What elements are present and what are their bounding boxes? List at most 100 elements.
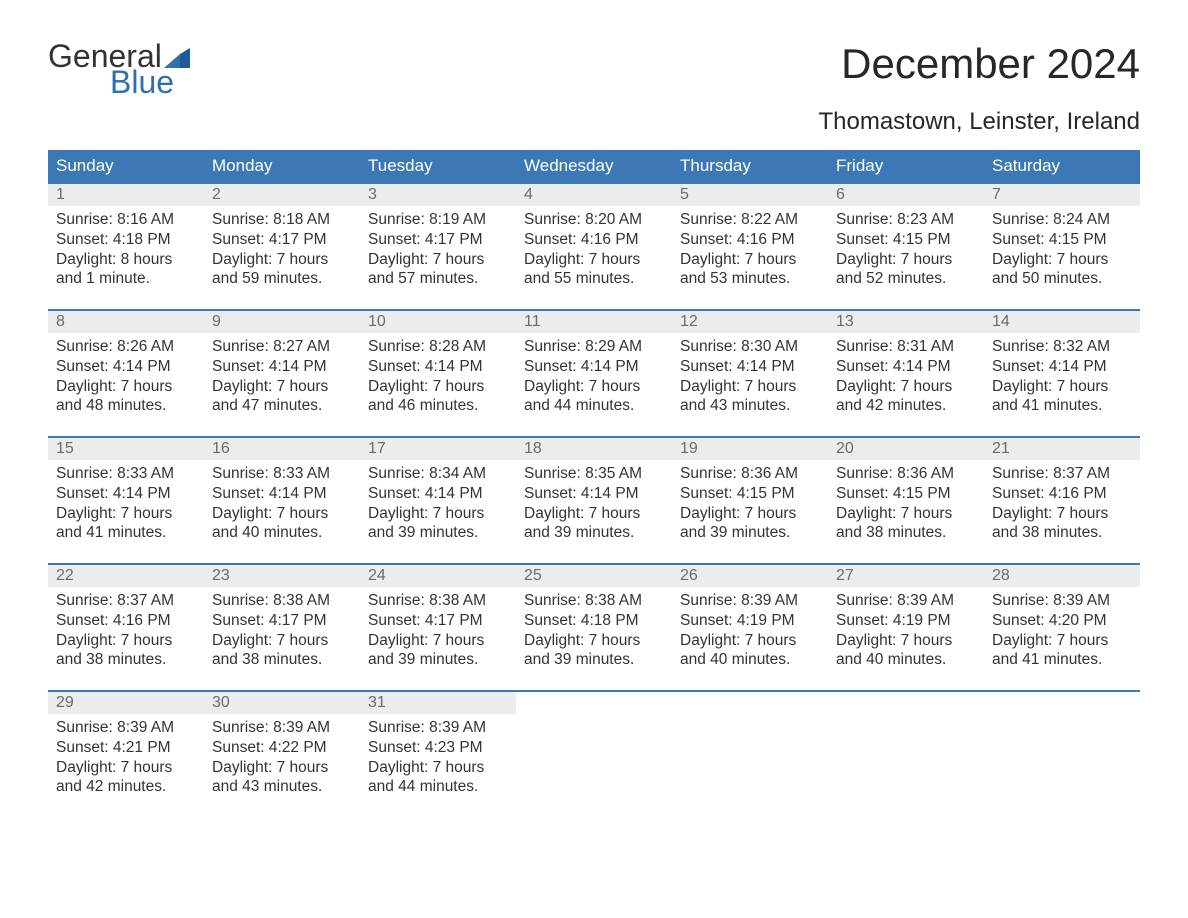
day-number: 4 (516, 183, 672, 206)
sunrise-text: Sunrise: 8:39 AM (56, 718, 196, 738)
sunrise-text: Sunrise: 8:33 AM (56, 464, 196, 484)
day-cell: Sunrise: 8:39 AMSunset: 4:22 PMDaylight:… (204, 714, 360, 818)
daylight-line1: Daylight: 7 hours (368, 504, 508, 524)
sunrise-text: Sunrise: 8:38 AM (212, 591, 352, 611)
sunset-text: Sunset: 4:16 PM (680, 230, 820, 250)
daylight-line2: and 38 minutes. (212, 650, 352, 670)
day-cell: Sunrise: 8:22 AMSunset: 4:16 PMDaylight:… (672, 206, 828, 310)
sunset-text: Sunset: 4:14 PM (56, 357, 196, 377)
day-number: 5 (672, 183, 828, 206)
day-number (672, 691, 828, 714)
daylight-line2: and 55 minutes. (524, 269, 664, 289)
day-cell: Sunrise: 8:24 AMSunset: 4:15 PMDaylight:… (984, 206, 1140, 310)
daylight-line1: Daylight: 7 hours (56, 631, 196, 651)
week-daynum-row: 1234567 (48, 183, 1140, 206)
day-number: 7 (984, 183, 1140, 206)
daylight-line2: and 43 minutes. (212, 777, 352, 797)
week-daynum-row: 22232425262728 (48, 564, 1140, 587)
daylight-line2: and 50 minutes. (992, 269, 1132, 289)
day-header: Tuesday (360, 150, 516, 183)
daylight-line1: Daylight: 7 hours (836, 250, 976, 270)
day-header: Thursday (672, 150, 828, 183)
sunset-text: Sunset: 4:14 PM (368, 357, 508, 377)
sunrise-text: Sunrise: 8:36 AM (680, 464, 820, 484)
week-content-row: Sunrise: 8:39 AMSunset: 4:21 PMDaylight:… (48, 714, 1140, 818)
day-number (828, 691, 984, 714)
day-cell: Sunrise: 8:27 AMSunset: 4:14 PMDaylight:… (204, 333, 360, 437)
sunrise-text: Sunrise: 8:38 AM (524, 591, 664, 611)
day-number: 16 (204, 437, 360, 460)
sunrise-text: Sunrise: 8:19 AM (368, 210, 508, 230)
day-number: 17 (360, 437, 516, 460)
day-number: 27 (828, 564, 984, 587)
sunset-text: Sunset: 4:18 PM (56, 230, 196, 250)
day-header: Sunday (48, 150, 204, 183)
day-number: 18 (516, 437, 672, 460)
day-cell: Sunrise: 8:29 AMSunset: 4:14 PMDaylight:… (516, 333, 672, 437)
day-number: 26 (672, 564, 828, 587)
sunrise-text: Sunrise: 8:28 AM (368, 337, 508, 357)
day-number: 23 (204, 564, 360, 587)
sunrise-text: Sunrise: 8:37 AM (56, 591, 196, 611)
day-number: 20 (828, 437, 984, 460)
daylight-line2: and 38 minutes. (992, 523, 1132, 543)
daylight-line2: and 41 minutes. (992, 396, 1132, 416)
daylight-line1: Daylight: 7 hours (836, 504, 976, 524)
daylight-line2: and 44 minutes. (368, 777, 508, 797)
day-header: Wednesday (516, 150, 672, 183)
sunrise-text: Sunrise: 8:39 AM (212, 718, 352, 738)
sunset-text: Sunset: 4:14 PM (56, 484, 196, 504)
day-cell: Sunrise: 8:38 AMSunset: 4:17 PMDaylight:… (360, 587, 516, 691)
day-number: 6 (828, 183, 984, 206)
day-number: 12 (672, 310, 828, 333)
daylight-line1: Daylight: 7 hours (212, 377, 352, 397)
sunset-text: Sunset: 4:17 PM (212, 230, 352, 250)
day-cell: Sunrise: 8:39 AMSunset: 4:20 PMDaylight:… (984, 587, 1140, 691)
sunrise-text: Sunrise: 8:22 AM (680, 210, 820, 230)
daylight-line1: Daylight: 7 hours (212, 504, 352, 524)
day-cell: Sunrise: 8:39 AMSunset: 4:23 PMDaylight:… (360, 714, 516, 818)
daylight-line1: Daylight: 7 hours (680, 631, 820, 651)
sunset-text: Sunset: 4:14 PM (680, 357, 820, 377)
daylight-line1: Daylight: 7 hours (524, 504, 664, 524)
sunset-text: Sunset: 4:15 PM (992, 230, 1132, 250)
daylight-line1: Daylight: 7 hours (992, 377, 1132, 397)
day-number: 2 (204, 183, 360, 206)
day-cell: Sunrise: 8:19 AMSunset: 4:17 PMDaylight:… (360, 206, 516, 310)
location: Thomastown, Leinster, Ireland (48, 108, 1140, 136)
day-number: 29 (48, 691, 204, 714)
day-cell (516, 714, 672, 818)
sunrise-text: Sunrise: 8:32 AM (992, 337, 1132, 357)
day-number: 30 (204, 691, 360, 714)
sunrise-text: Sunrise: 8:27 AM (212, 337, 352, 357)
day-cell: Sunrise: 8:34 AMSunset: 4:14 PMDaylight:… (360, 460, 516, 564)
sunrise-text: Sunrise: 8:39 AM (368, 718, 508, 738)
sunset-text: Sunset: 4:14 PM (212, 357, 352, 377)
sunset-text: Sunset: 4:17 PM (368, 611, 508, 631)
sunset-text: Sunset: 4:19 PM (836, 611, 976, 631)
daylight-line2: and 39 minutes. (524, 523, 664, 543)
sunset-text: Sunset: 4:14 PM (524, 484, 664, 504)
day-cell: Sunrise: 8:26 AMSunset: 4:14 PMDaylight:… (48, 333, 204, 437)
day-cell: Sunrise: 8:39 AMSunset: 4:19 PMDaylight:… (672, 587, 828, 691)
week-content-row: Sunrise: 8:26 AMSunset: 4:14 PMDaylight:… (48, 333, 1140, 437)
calendar-table: Sunday Monday Tuesday Wednesday Thursday… (48, 150, 1140, 818)
daylight-line1: Daylight: 7 hours (212, 758, 352, 778)
day-cell: Sunrise: 8:31 AMSunset: 4:14 PMDaylight:… (828, 333, 984, 437)
sunrise-text: Sunrise: 8:18 AM (212, 210, 352, 230)
week-content-row: Sunrise: 8:33 AMSunset: 4:14 PMDaylight:… (48, 460, 1140, 564)
sunset-text: Sunset: 4:15 PM (836, 230, 976, 250)
sunset-text: Sunset: 4:18 PM (524, 611, 664, 631)
daylight-line1: Daylight: 7 hours (524, 631, 664, 651)
sunset-text: Sunset: 4:17 PM (212, 611, 352, 631)
sunset-text: Sunset: 4:16 PM (992, 484, 1132, 504)
daylight-line2: and 44 minutes. (524, 396, 664, 416)
daylight-line2: and 47 minutes. (212, 396, 352, 416)
sunset-text: Sunset: 4:14 PM (836, 357, 976, 377)
daylight-line2: and 42 minutes. (836, 396, 976, 416)
sunrise-text: Sunrise: 8:39 AM (992, 591, 1132, 611)
sunset-text: Sunset: 4:23 PM (368, 738, 508, 758)
day-cell: Sunrise: 8:38 AMSunset: 4:17 PMDaylight:… (204, 587, 360, 691)
daylight-line1: Daylight: 7 hours (524, 250, 664, 270)
week-content-row: Sunrise: 8:16 AMSunset: 4:18 PMDaylight:… (48, 206, 1140, 310)
